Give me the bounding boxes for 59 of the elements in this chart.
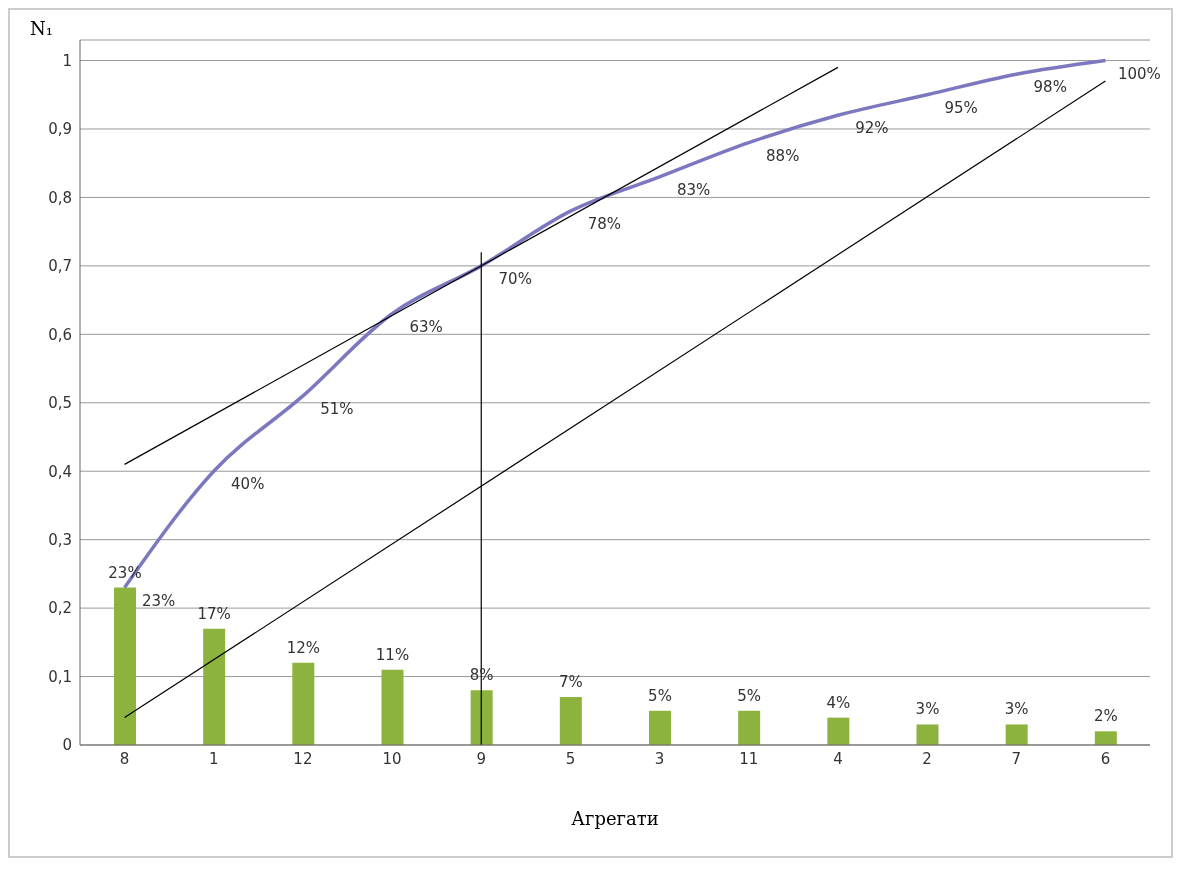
data-label: 5% <box>648 686 672 705</box>
x-tick-label: 12 <box>293 749 313 768</box>
y-tick-label: 0,9 <box>48 120 72 139</box>
x-tick-label: 4 <box>833 749 843 768</box>
x-tick-label: 6 <box>1100 749 1111 768</box>
data-label: 63% <box>409 317 443 336</box>
data-label: 83% <box>676 180 711 199</box>
y-tick-label: 0,7 <box>48 257 72 276</box>
y-tick-label: 0,8 <box>48 188 72 207</box>
y-tick-label: 0,3 <box>48 530 72 549</box>
data-label: 11% <box>375 645 410 664</box>
x-axis-title: Агрегати <box>571 808 659 829</box>
bar <box>916 724 939 745</box>
y-tick-label: 0,1 <box>48 667 72 686</box>
data-label: 78% <box>587 215 622 234</box>
y-tick-label: 0,4 <box>48 462 72 481</box>
data-label: 4% <box>826 693 851 712</box>
data-label: 92% <box>855 119 889 138</box>
data-label: 7% <box>558 673 583 692</box>
bar <box>1094 731 1117 745</box>
data-label: 70% <box>498 269 532 288</box>
bar <box>381 669 404 745</box>
x-tick-label: 3 <box>654 749 665 768</box>
data-label: 40% <box>231 475 265 494</box>
x-tick-label: 7 <box>1011 749 1022 768</box>
bar <box>203 628 226 745</box>
x-tick-label: 8 <box>119 749 130 768</box>
x-tick-label: 10 <box>382 749 402 768</box>
x-tick-label: 9 <box>476 749 487 768</box>
y-tick-label: 0 <box>62 736 72 755</box>
y-tick-label: 0,2 <box>48 599 72 618</box>
x-tick-label: 1 <box>208 749 219 768</box>
data-label: 2% <box>1093 707 1118 726</box>
bar <box>827 717 850 745</box>
data-label: 51% <box>320 399 354 418</box>
data-label: 88% <box>766 146 800 165</box>
data-label: 12% <box>286 638 321 657</box>
bar <box>292 662 315 745</box>
y-axis-title: N₁ <box>30 18 53 39</box>
data-label: 5% <box>737 686 762 705</box>
data-label: 23% <box>141 591 176 610</box>
y-tick-label: 0,6 <box>48 325 72 344</box>
x-tick-label: 2 <box>922 749 932 768</box>
bar <box>114 587 136 745</box>
y-tick-label: 1 <box>62 51 72 70</box>
bar <box>470 690 493 745</box>
bar <box>649 710 671 745</box>
x-tick-label: 5 <box>565 749 576 768</box>
bar <box>559 697 582 745</box>
data-label: 3% <box>915 700 940 719</box>
data-label: 100% <box>1117 64 1161 83</box>
x-tick-label: 11 <box>739 749 759 768</box>
bar <box>1005 724 1028 745</box>
bar <box>738 710 761 745</box>
data-label: 17% <box>197 604 231 623</box>
data-label: 3% <box>1004 700 1029 719</box>
y-tick-label: 0,5 <box>48 394 72 413</box>
data-label: 98% <box>1033 78 1067 97</box>
data-label: 95% <box>944 98 978 117</box>
